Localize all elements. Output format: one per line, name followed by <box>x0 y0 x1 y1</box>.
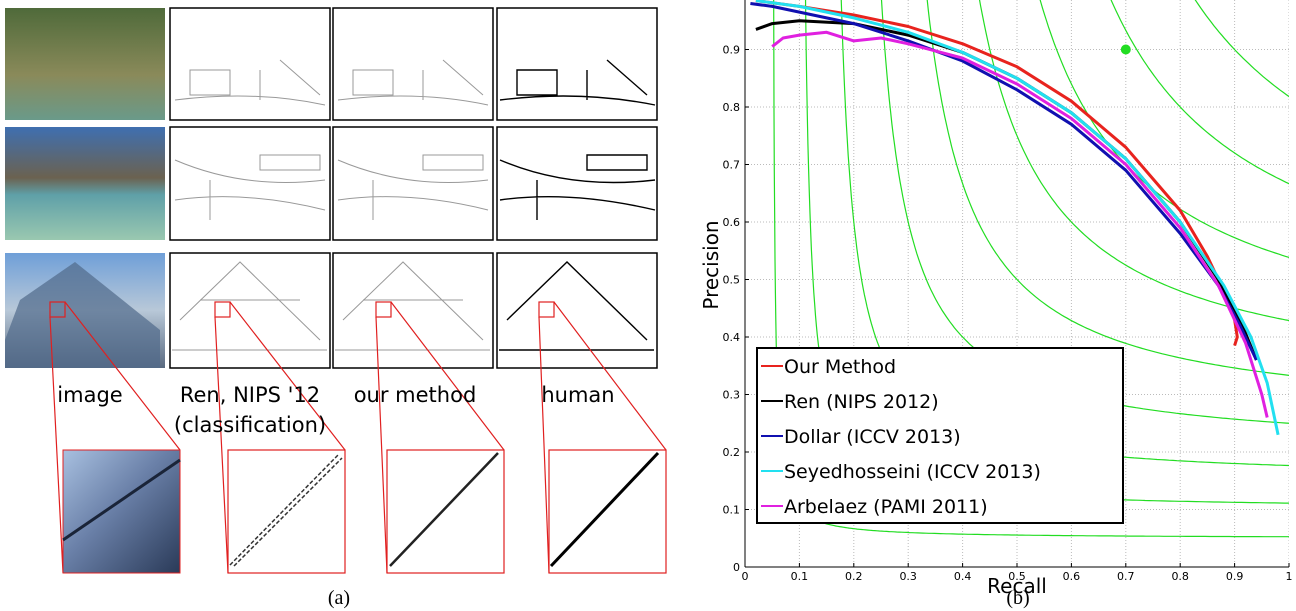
edge-map <box>496 126 658 241</box>
edge-map <box>332 126 494 241</box>
zoom-box <box>49 301 66 318</box>
y-tick-label: 0.5 <box>723 274 741 287</box>
zoom-line <box>49 301 667 574</box>
iso-f-curve <box>926 0 1289 376</box>
x-tick-label: 0.6 <box>1063 570 1081 583</box>
photo <box>5 127 165 240</box>
zoom-photo <box>62 449 181 574</box>
y-tick-label: 0.4 <box>723 331 741 344</box>
x-tick-label: 0.9 <box>1226 570 1244 583</box>
zoom-edge-map <box>548 449 667 574</box>
legend-label: Arbelaez (PAMI 2011) <box>784 496 988 518</box>
x-tick-label: 0.8 <box>1171 570 1189 583</box>
x-axis-label: Recall <box>987 574 1047 598</box>
zoom-edge-map <box>386 449 505 574</box>
y-tick-label: 0 <box>733 561 740 574</box>
series-line <box>755 0 1239 347</box>
x-tick-label: 0.1 <box>791 570 809 583</box>
column-label: image <box>57 383 122 407</box>
sketch <box>174 154 326 220</box>
zoom-edge <box>62 458 181 542</box>
zoom-edge <box>549 451 660 568</box>
sketch <box>499 154 656 220</box>
point <box>1120 44 1131 55</box>
chart: 0 0.1 0.2 0.3 0.4 0.5 0.6 0.7 0.8 0.9 1 0 0.1 0.2 0.3 0… <box>699 0 1293 598</box>
caption: (a) <box>328 587 350 609</box>
photo <box>5 8 165 120</box>
edge-map <box>332 7 494 121</box>
edge-map <box>169 252 331 369</box>
zoom-box <box>375 301 392 318</box>
zoom-edge <box>389 452 499 567</box>
zoom-box <box>538 301 555 318</box>
iso-f-curve <box>978 0 1289 322</box>
zoom-edge <box>229 454 343 567</box>
legend-label: Ren (NIPS 2012) <box>784 391 939 413</box>
x-tick-label: 0.7 <box>1117 570 1135 583</box>
iso-f-curve <box>1039 0 1289 259</box>
x-tick-label: 0.5 <box>1008 570 1026 583</box>
column-label: our method <box>354 383 477 407</box>
iso-f-curve <box>880 0 1289 424</box>
y-tick-label: 0.2 <box>723 446 741 459</box>
column-label: Ren, NIPS '12 <box>180 383 320 407</box>
y-tick-label: 0.6 <box>723 216 741 229</box>
edge-map <box>332 252 494 369</box>
y-axis-label: Precision <box>699 220 723 309</box>
iso-f-curve <box>1194 0 1289 98</box>
x-tick-label: 1 <box>1286 570 1293 583</box>
sketch <box>335 261 490 351</box>
panel-a: image Ren, NIPS '12 (classification) our… <box>5 7 667 609</box>
sketch <box>174 59 326 106</box>
y-tick-label: 0.7 <box>723 159 741 172</box>
legend-label: Our Method <box>784 356 896 378</box>
iso-f-curve <box>1110 0 1289 185</box>
sketch <box>499 261 654 351</box>
sketch <box>172 261 327 351</box>
sketch <box>337 154 489 220</box>
edge-map <box>169 7 331 121</box>
legend-box <box>756 347 1124 524</box>
pyramid <box>5 262 160 368</box>
y-tick-label: 0.3 <box>723 389 741 402</box>
x-tick-label: 0 <box>742 570 749 583</box>
legend-label: Seyedhosseini (ICCV 2013) <box>784 461 1041 483</box>
sketch <box>337 59 489 106</box>
legend-label: Dollar (ICCV 2013) <box>784 426 961 448</box>
caption: (b) <box>1006 587 1029 609</box>
y-tick-label: 0.9 <box>723 44 741 57</box>
y-tick-label: 0.1 <box>723 504 741 517</box>
column-label: (classification) <box>174 413 326 437</box>
column-label: human <box>541 383 614 407</box>
x-tick-label: 0.3 <box>899 570 917 583</box>
zoom-edge-map <box>227 449 346 574</box>
series-line <box>755 0 1280 436</box>
x-tick-label: 0.4 <box>954 570 972 583</box>
sketch <box>499 59 656 106</box>
edge-map <box>496 7 658 121</box>
edge-map <box>496 252 658 369</box>
y-tick-label: 0.8 <box>723 101 741 114</box>
edge-map <box>169 126 331 241</box>
series-line <box>771 30 1269 418</box>
zoom-box <box>214 301 231 318</box>
x-tick-label: 0.2 <box>845 570 863 583</box>
